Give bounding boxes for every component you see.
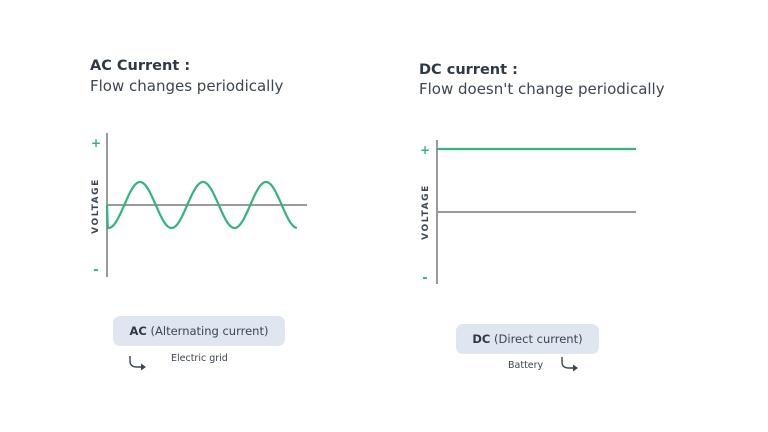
dc-type-label: DC (Direct current) xyxy=(456,324,599,354)
curved-arrow-right-icon xyxy=(129,356,146,371)
dc-title: DC current : xyxy=(419,62,518,78)
dc-example-battery: Battery xyxy=(508,360,544,371)
curved-arrow-right-icon xyxy=(561,357,578,372)
dc-subtitle: Flow doesn't change periodically xyxy=(419,80,665,98)
ac-minus-label: - xyxy=(93,263,98,278)
ac-full-name: (Alternating current) xyxy=(150,324,269,338)
dc-plus-label: + xyxy=(420,143,430,157)
ac-example-electric-grid: Electric grid xyxy=(171,353,228,364)
dc-full-name: (Direct current) xyxy=(494,332,583,346)
ac-graph: + - VOLTAGE xyxy=(91,133,307,278)
dc-abbreviation: DC xyxy=(472,332,491,346)
ac-subtitle: Flow changes periodically xyxy=(90,77,284,95)
ac-voltage-axis-label: VOLTAGE xyxy=(91,178,101,234)
dc-minus-label: - xyxy=(422,271,427,286)
ac-type-label: AC (Alternating current) xyxy=(113,316,285,346)
dc-graph: + - VOLTAGE xyxy=(420,140,636,286)
ac-sine-wave xyxy=(105,180,298,230)
ac-plus-label: + xyxy=(91,136,101,150)
dc-voltage-axis-label: VOLTAGE xyxy=(421,184,431,240)
ac-abbreviation: AC xyxy=(129,324,147,338)
ac-title: AC Current : xyxy=(90,58,191,74)
